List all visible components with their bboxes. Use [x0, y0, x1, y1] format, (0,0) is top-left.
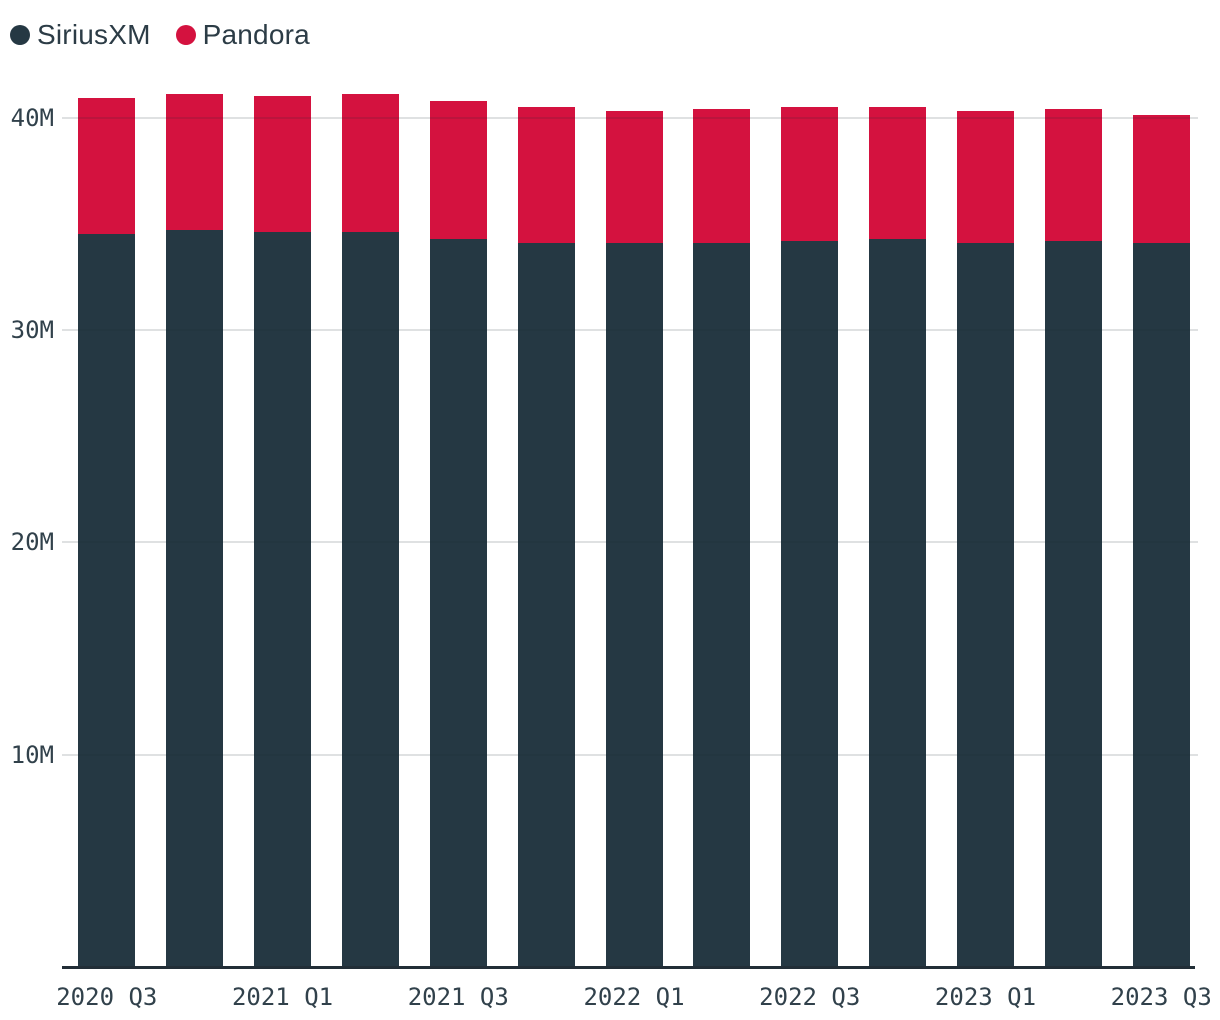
legend-item-pandora: Pandora [175, 19, 310, 51]
bar-segment-pandora-2022-q3 [781, 106, 839, 241]
bar-segment-siriusxm-2021-q2 [341, 232, 399, 967]
x-axis-line [62, 966, 1195, 969]
bar-segment-siriusxm-2021-q4 [517, 242, 575, 967]
bar-segment-pandora-2022-q1 [605, 111, 663, 243]
bar-segment-siriusxm-2021-q1 [254, 232, 312, 967]
bar-segment-pandora-2022-q4 [869, 106, 927, 239]
bar-segment-pandora-2022-q2 [693, 109, 751, 243]
legend-dot-pandora-icon [175, 25, 196, 45]
bar-segment-siriusxm-2020-q4 [166, 230, 224, 967]
x-tick-label-2020-q3: 2020 Q3 [56, 983, 158, 1011]
bar-segment-pandora-2021-q3 [429, 100, 487, 239]
gridline-40m [62, 116, 1198, 119]
bar-segment-siriusxm-2021-q3 [429, 238, 487, 967]
bar-segment-pandora-2020-q3 [78, 98, 136, 235]
legend-label: SiriusXM [37, 19, 151, 50]
bar-segment-siriusxm-2023-q2 [1044, 240, 1102, 967]
bar-segment-siriusxm-2022-q3 [781, 240, 839, 967]
bar-segment-siriusxm-2023-q1 [957, 242, 1014, 967]
bar-segment-siriusxm-2022-q2 [693, 242, 751, 967]
legend-label: Pandora [202, 19, 310, 50]
bar-segment-pandora-2023-q3 [1132, 115, 1190, 243]
bar-segment-pandora-2021-q1 [254, 96, 312, 233]
y-tick-label-30m: 30M [10, 315, 54, 344]
legend: SiriusXM Pandora [10, 19, 310, 51]
gridline-10m [62, 753, 1198, 756]
bar-segment-siriusxm-2022-q1 [605, 242, 663, 967]
y-tick-label-20m: 20M [10, 528, 54, 557]
x-tick-label-2022-q1: 2022 Q1 [583, 983, 685, 1011]
bar-segment-pandora-2021-q4 [517, 106, 575, 243]
bar-segment-pandora-2023-q1 [957, 111, 1014, 243]
x-tick-label-2023-q3: 2023 Q3 [1110, 983, 1212, 1011]
y-tick-label-10m: 10M [10, 740, 54, 769]
bar-segment-siriusxm-2023-q3 [1132, 242, 1190, 967]
y-tick-label-40m: 40M [10, 103, 54, 132]
bar-segment-pandora-2023-q2 [1044, 109, 1102, 241]
bar-segment-siriusxm-2022-q4 [869, 238, 927, 967]
bar-segment-siriusxm-2020-q3 [78, 234, 136, 967]
x-tick-label-2022-q3: 2022 Q3 [759, 983, 861, 1011]
legend-dot-siriusxm-icon [10, 25, 30, 45]
x-tick-label-2021-q3: 2021 Q3 [407, 983, 509, 1011]
bar-segment-pandora-2021-q2 [341, 94, 399, 233]
x-tick-label-2023-q1: 2023 Q1 [934, 983, 1037, 1011]
legend-item-siriusxm: SiriusXM [10, 19, 151, 51]
bar-segment-pandora-2020-q4 [166, 94, 224, 231]
gridline-20m [62, 541, 1198, 544]
gridline-30m [62, 328, 1198, 331]
x-tick-label-2021-q1: 2021 Q1 [231, 983, 334, 1011]
